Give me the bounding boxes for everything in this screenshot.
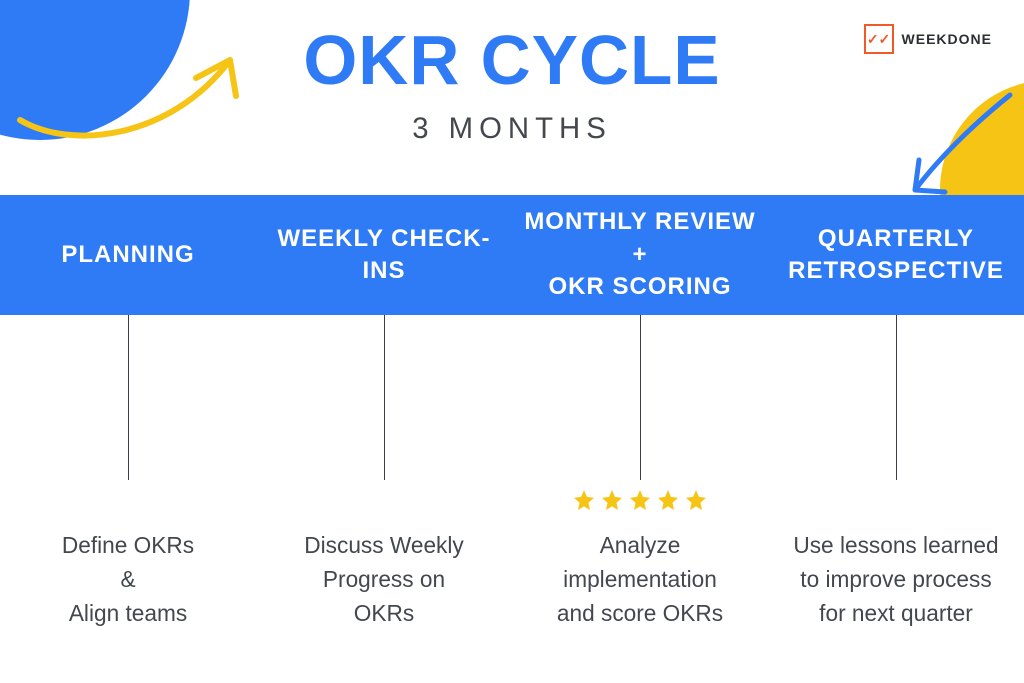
- stage-desc-monthly: Analyze implementation and score OKRs: [543, 528, 737, 630]
- star-icon: [684, 488, 708, 512]
- logo-text: WEEKDONE: [902, 31, 992, 47]
- star-icon: [572, 488, 596, 512]
- stages-columns: Define OKRs & Align teams Discuss Weekly…: [0, 315, 1024, 630]
- page-subtitle: 3 MONTHS: [0, 112, 1024, 146]
- stage-heading-planning: PLANNING: [0, 239, 256, 271]
- connector-line: [896, 315, 897, 480]
- star-rating: [572, 486, 708, 514]
- star-icon: [600, 488, 624, 512]
- checkmark-icon: ✓✓: [864, 24, 894, 54]
- stage-heading-monthly: MONTHLY REVIEW+OKR SCORING: [512, 206, 768, 303]
- stage-heading-weekly: WEEKLY CHECK-INS: [256, 223, 512, 288]
- stage-col-quarterly: Use lessons learned to improve process f…: [768, 315, 1024, 630]
- brand-logo: ✓✓ WEEKDONE: [864, 24, 992, 54]
- star-icon: [628, 488, 652, 512]
- star-icon: [656, 488, 680, 512]
- stages-band: PLANNING WEEKLY CHECK-INS MONTHLY REVIEW…: [0, 195, 1024, 315]
- okr-cycle-infographic: { "meta": { "width_px": 1024, "height_px…: [0, 0, 1024, 683]
- stage-heading-quarterly: QUARTERLY RETROSPECTIVE: [768, 223, 1024, 288]
- stage-col-planning: Define OKRs & Align teams: [0, 315, 256, 630]
- stage-desc-quarterly: Use lessons learned to improve process f…: [779, 528, 1012, 630]
- stage-desc-planning: Define OKRs & Align teams: [48, 528, 208, 630]
- connector-line: [384, 315, 385, 480]
- stage-col-weekly: Discuss Weekly Progress on OKRs: [256, 315, 512, 630]
- connector-line: [640, 315, 641, 480]
- logo-glyph: ✓✓: [867, 31, 890, 48]
- stage-col-monthly: Analyze implementation and score OKRs: [512, 315, 768, 630]
- stage-desc-weekly: Discuss Weekly Progress on OKRs: [290, 528, 477, 630]
- connector-line: [128, 315, 129, 480]
